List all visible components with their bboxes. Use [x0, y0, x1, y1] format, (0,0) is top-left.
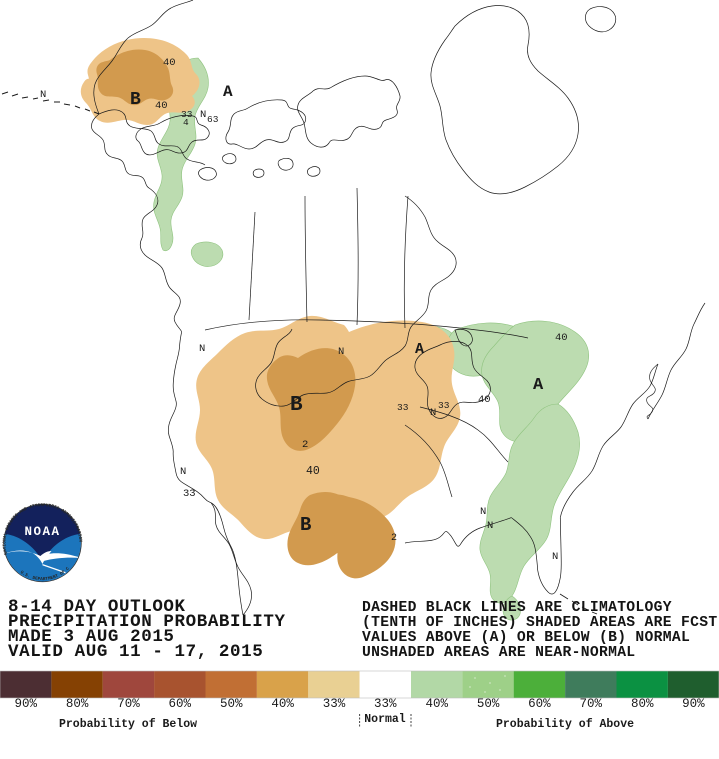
svg-text:63: 63 [207, 114, 219, 125]
svg-text:N: N [200, 109, 206, 121]
svg-text:90%: 90% [682, 697, 705, 711]
svg-text:VALID AUG 11 - 17, 2015: VALID AUG 11 - 17, 2015 [8, 642, 263, 662]
svg-text:2: 2 [302, 439, 308, 451]
svg-text:N: N [199, 343, 205, 355]
svg-text:40%: 40% [425, 697, 448, 711]
svg-text:70%: 70% [117, 697, 140, 711]
svg-text:40: 40 [155, 100, 168, 112]
svg-text:33%: 33% [323, 697, 346, 711]
svg-text:DASHED BLACK LINES ARE CLIMATO: DASHED BLACK LINES ARE CLIMATOLOGY [362, 600, 672, 616]
svg-text:60%: 60% [169, 697, 192, 711]
svg-text:2: 2 [391, 533, 397, 544]
svg-text:40: 40 [163, 57, 176, 69]
svg-text:N: N [430, 407, 436, 419]
svg-text:VALUES ABOVE (A) OR BELOW (B): VALUES ABOVE (A) OR BELOW (B) NORMAL [362, 630, 690, 646]
svg-text:(TENTH OF INCHES) SHADED AREAS: (TENTH OF INCHES) SHADED AREAS ARE FCST [362, 615, 717, 631]
svg-text:33%: 33% [374, 697, 397, 711]
svg-text:N: N [552, 551, 558, 563]
svg-text:33: 33 [183, 488, 196, 500]
svg-text:B: B [130, 90, 141, 110]
svg-text:NOAA: NOAA [24, 525, 60, 539]
svg-text:UNSHADED AREAS ARE NEAR-NORMAL: UNSHADED AREAS ARE NEAR-NORMAL [362, 645, 635, 661]
svg-text:A: A [223, 83, 233, 101]
svg-text:70%: 70% [580, 697, 603, 711]
svg-text:Probability of Above: Probability of Above [496, 718, 634, 731]
svg-text:N: N [487, 520, 493, 532]
svg-text:Probability of Below: Probability of Below [59, 718, 197, 731]
svg-text:40%: 40% [271, 697, 294, 711]
svg-text:N: N [480, 506, 486, 518]
svg-text:80%: 80% [631, 697, 654, 711]
svg-text:33: 33 [438, 400, 450, 411]
svg-text:50%: 50% [477, 697, 500, 711]
svg-text:B: B [290, 394, 303, 417]
svg-text:90%: 90% [14, 697, 37, 711]
svg-text:33: 33 [397, 402, 409, 413]
svg-text:N: N [40, 89, 46, 101]
svg-text:N: N [180, 466, 186, 478]
svg-text:4: 4 [183, 117, 189, 128]
svg-text:40: 40 [555, 332, 568, 344]
svg-text:60%: 60% [528, 697, 551, 711]
svg-text:B: B [300, 514, 311, 536]
svg-text:40: 40 [306, 465, 320, 478]
svg-text:40: 40 [478, 394, 491, 406]
svg-text:Normal: Normal [364, 713, 406, 726]
svg-text:N: N [338, 346, 344, 358]
svg-text:50%: 50% [220, 697, 243, 711]
svg-text:A: A [415, 341, 424, 358]
svg-text:A: A [533, 376, 544, 395]
svg-text:80%: 80% [66, 697, 89, 711]
